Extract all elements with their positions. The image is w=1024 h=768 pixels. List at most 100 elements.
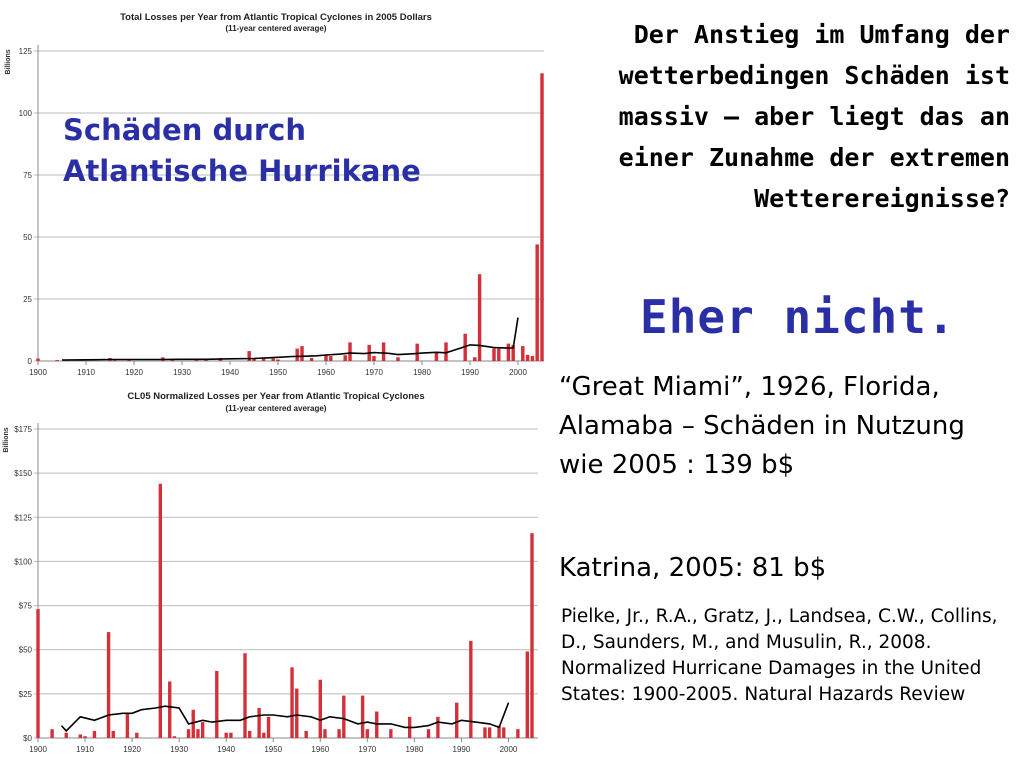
bar [243, 653, 247, 738]
bar [360, 695, 365, 738]
bar [55, 360, 59, 361]
bar [83, 736, 87, 738]
x-tick-label: 1950 [264, 745, 282, 754]
average-line [60, 702, 510, 733]
bar [521, 346, 525, 361]
bar [444, 342, 448, 361]
chart-total-losses: Total Losses per Year from Atlantic Trop… [0, 0, 552, 382]
bar [290, 667, 294, 738]
bar [252, 358, 256, 361]
answer-text: Eher nicht. [640, 290, 956, 344]
x-tick-label: 1940 [221, 368, 239, 377]
bar [224, 732, 228, 738]
bar [365, 729, 370, 738]
bar [492, 348, 496, 361]
bar [434, 352, 439, 361]
bar [295, 688, 299, 738]
bar [36, 609, 40, 738]
chart-subtitle: (11-year centered average) [225, 404, 327, 413]
bar [215, 670, 219, 738]
bar [135, 732, 139, 738]
bar [266, 716, 271, 738]
bar [194, 359, 199, 361]
y-tick-label: $175 [14, 425, 32, 434]
bar [247, 351, 251, 361]
reference-citation: Pielke, Jr., R.A., Gratz, J., Landsea, C… [561, 606, 998, 705]
y-tick-label: 25 [23, 295, 32, 304]
y-tick-label: 0 [28, 357, 33, 366]
chart-plot: 0 25 50 75 100 125 Billions 1900 1910 1920 1930 194… [5, 45, 544, 377]
y-tick-label: 50 [23, 233, 32, 242]
bar [158, 483, 163, 738]
bar [78, 734, 83, 738]
x-tick-label: 1910 [76, 745, 94, 754]
bar [348, 342, 352, 361]
bar [535, 244, 539, 361]
bar [426, 729, 431, 738]
bar [64, 732, 68, 738]
bar [257, 707, 261, 738]
x-tick-label: 1990 [453, 745, 471, 754]
y-tick-label: $125 [14, 513, 32, 522]
bar [469, 640, 473, 738]
katrina-text: Katrina, 2005: 81 b$ [559, 553, 827, 583]
y-tick-label: $0 [23, 734, 32, 743]
x-tick-label: 2000 [509, 368, 527, 377]
chart-normalized-losses: CL05 Normalized Losses per Year from Atl… [0, 388, 552, 768]
x-tick-label: 1970 [358, 745, 376, 754]
bar [172, 736, 177, 738]
bar [329, 356, 333, 361]
bar [530, 533, 534, 738]
x-tick-label: 1930 [173, 368, 191, 377]
bar [276, 359, 280, 361]
bar [381, 342, 386, 361]
y-axis-label: Billions [3, 427, 10, 452]
bar [125, 713, 130, 738]
x-tick-label: 1930 [170, 745, 188, 754]
bar [324, 354, 328, 361]
y-axis-label: Billions [5, 49, 12, 74]
x-tick-label: 1990 [461, 368, 479, 377]
bar [92, 730, 97, 738]
x-tick-label: 1970 [365, 368, 383, 377]
chart-title: CL05 Normalized Losses per Year from Atl… [127, 391, 425, 402]
bar [343, 355, 347, 361]
x-tick-label: 1910 [77, 368, 95, 377]
bar [113, 359, 117, 361]
bar [497, 348, 501, 361]
x-tick-label: 1920 [125, 368, 143, 377]
y-tick-label: $150 [14, 469, 32, 478]
x-tick-label: 1950 [269, 368, 287, 377]
bar [463, 333, 467, 361]
slide-headline: Der Anstieg im Umfang der wetterbedingen… [618, 20, 1010, 213]
bar [323, 729, 327, 738]
y-tick-label: $50 [19, 646, 33, 655]
x-tick-label: 1920 [123, 745, 141, 754]
bar [300, 346, 304, 361]
bar [511, 344, 515, 361]
bar [271, 358, 275, 361]
bar [396, 357, 400, 361]
bar [36, 358, 40, 361]
y-tick-label: $75 [19, 602, 33, 611]
bar [295, 348, 299, 361]
bar [436, 716, 440, 738]
bar [530, 356, 535, 361]
bar [506, 343, 511, 361]
y-tick-label: $100 [14, 557, 32, 566]
bar [473, 357, 477, 361]
bar [229, 732, 233, 738]
x-tick-label: 1940 [217, 745, 235, 754]
great-miami-text: “Great Miami”, 1926, Florida, Alamaba – … [559, 372, 965, 480]
bar [304, 730, 308, 738]
bar [248, 730, 252, 738]
y-tick-label: 125 [19, 47, 33, 56]
bar [372, 356, 376, 361]
bar [502, 727, 506, 738]
bar [497, 725, 501, 738]
bar [337, 729, 341, 738]
bar [477, 274, 482, 361]
bar [483, 727, 487, 738]
overlay-title: Schäden durch Atlantische Hurrikane [63, 113, 421, 188]
average-line [61, 317, 519, 361]
